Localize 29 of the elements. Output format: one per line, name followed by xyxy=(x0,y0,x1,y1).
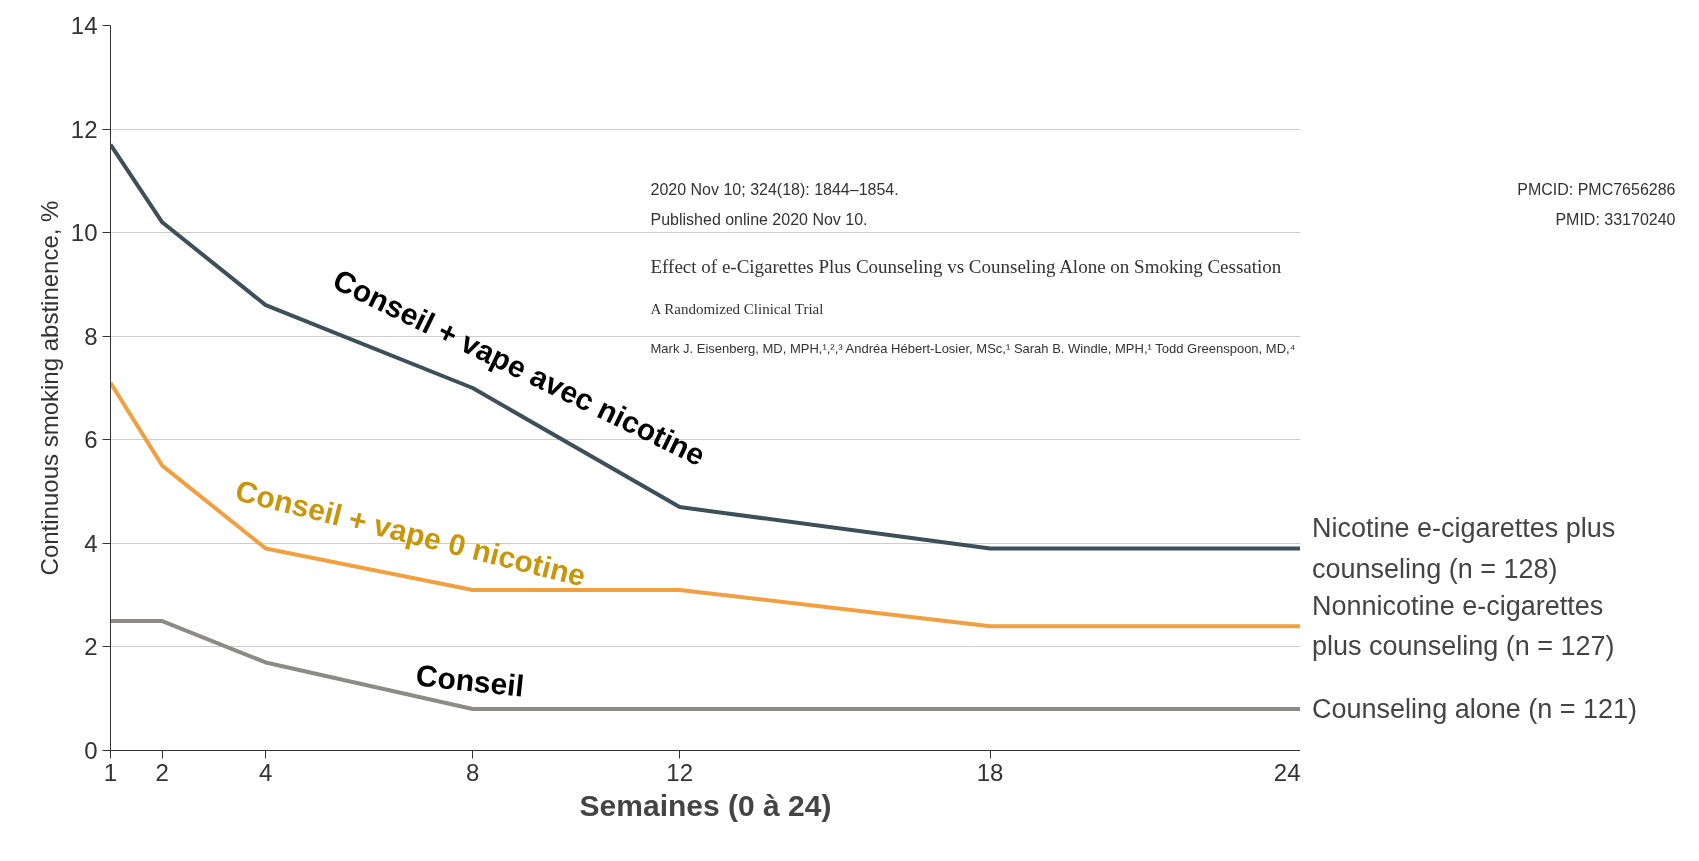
x-tick-label: 1 xyxy=(103,758,118,786)
x-tick-label: 12 xyxy=(666,758,693,786)
text: PMCID: PMC7656286 xyxy=(1517,180,1676,198)
y-axis-title: Continuous smoking abstinence, % xyxy=(35,200,63,576)
series-label: Nonnicotine e-cigarettes plus counseling (n = 127) xyxy=(1312,590,1615,662)
y-tick-label: 2 xyxy=(84,633,98,661)
annotation: Published online 2020 Nov 10. xyxy=(650,210,868,228)
x-axis-title: Semaines (0 à 24) xyxy=(579,788,832,822)
annotation: Mark J. Eisenberg, MD, MPH,¹,²,³ Andréa Hébert-Losier, MSc,¹ Sarah B. Windle, MPH,¹ Todd Greenspoon, MD,⁴ xyxy=(650,340,1296,356)
series-label: Nicotine e-cigarettes plus counseling (n = 128) xyxy=(1312,513,1616,584)
y-tick-label: 6 xyxy=(84,426,98,454)
y-tick-label: 4 xyxy=(84,529,98,557)
y-tick-label: 12 xyxy=(70,115,98,143)
y-tick-label: 8 xyxy=(84,322,98,350)
annotation: Effect of e-Cigarettes Plus Counseling vs Counseling Alone on Smoking Cessation xyxy=(650,255,1282,277)
series-label: Counseling alone (n = 121) xyxy=(1312,694,1638,725)
text: PMID: 33170240 xyxy=(1555,210,1676,228)
y-tick-label: 0 xyxy=(84,737,98,764)
annotation: Conseil + vape 0 nicotine xyxy=(232,473,589,593)
x-tick-label: 2 xyxy=(155,758,169,786)
x-tick-label: 18 xyxy=(976,758,1004,786)
x-tick-label: 24 xyxy=(1273,758,1301,786)
annotation: A Randomized Clinical Trial xyxy=(650,300,824,317)
y-tick-label: 14 xyxy=(70,12,98,39)
x-tick-label: 8 xyxy=(466,758,480,786)
x-tick-label: 4 xyxy=(259,758,273,786)
annotation: 2020 Nov 10; 324(18): 1844–1854. xyxy=(650,180,899,198)
y-tick-label: 10 xyxy=(70,219,98,247)
annotation: Conseil xyxy=(414,658,526,703)
